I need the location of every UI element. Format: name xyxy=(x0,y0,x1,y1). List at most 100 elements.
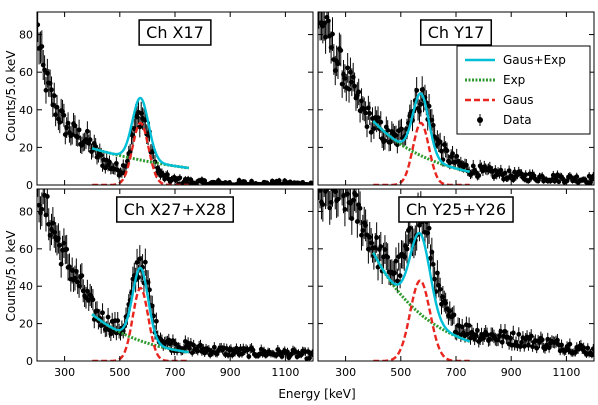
data-point xyxy=(344,177,349,182)
data-point xyxy=(345,65,351,71)
data-point xyxy=(444,148,450,154)
y-tick-label: 60 xyxy=(19,66,33,79)
data-point xyxy=(285,349,290,355)
data-point xyxy=(309,181,313,185)
x-tick-label: 300 xyxy=(335,366,356,379)
panels: 0 20 40 60 80 Ch X17 Ch Y17 Gaus+Exp Exp Gaus Data… xyxy=(19,11,595,379)
data-point xyxy=(39,44,45,49)
x-tick-label: 500 xyxy=(109,366,130,379)
panel-title-box xyxy=(398,196,514,223)
data-point xyxy=(320,202,326,207)
data-point xyxy=(100,310,105,316)
data-point xyxy=(346,86,352,92)
data-point xyxy=(269,178,275,184)
data-point xyxy=(37,22,41,28)
data-point xyxy=(476,173,482,178)
data-point xyxy=(94,308,100,314)
gaus-curve xyxy=(92,286,189,361)
x-tick-label: 1100 xyxy=(271,366,299,379)
data-point xyxy=(105,314,111,320)
data-point xyxy=(338,48,344,53)
y-tick-label: 20 xyxy=(19,318,33,331)
data-point xyxy=(498,329,504,334)
panel-2: Ch Y17 Gaus+Exp Exp Gaus Data xyxy=(317,11,595,186)
x-tick-label: 500 xyxy=(390,366,411,379)
data-point xyxy=(385,127,391,133)
gaus-curve xyxy=(373,121,470,185)
data-point xyxy=(41,184,46,189)
y-tick-label: 80 xyxy=(19,205,33,218)
data-point xyxy=(430,261,436,267)
legend-entry: Gaus+Exp xyxy=(503,53,566,67)
panel-title: Ch X17 xyxy=(146,23,204,42)
data-point xyxy=(404,246,410,252)
y-axis-label-top: Counts/5.0 keV xyxy=(4,50,18,142)
data-point xyxy=(337,179,342,184)
data-point xyxy=(115,318,121,324)
data-point xyxy=(574,174,580,180)
data-point xyxy=(506,168,512,174)
data-point xyxy=(198,342,203,348)
data-point xyxy=(134,260,140,265)
data-point xyxy=(393,258,399,264)
data-point xyxy=(49,87,54,93)
panel-title-box xyxy=(138,19,212,46)
y-tick-label: 80 xyxy=(19,29,33,42)
data-point xyxy=(147,287,152,293)
data-point xyxy=(338,179,343,184)
data-point xyxy=(76,127,82,133)
data-point xyxy=(382,138,388,143)
data-point xyxy=(51,93,57,99)
data-point xyxy=(516,331,522,337)
data-point xyxy=(450,151,455,157)
data-point xyxy=(202,178,208,184)
data-point xyxy=(378,244,384,249)
axis-labels: Energy [keV] Counts/5.0 keV Counts/5.0 k… xyxy=(4,50,356,401)
data-point xyxy=(474,328,480,333)
data-point xyxy=(43,87,49,93)
plot-area xyxy=(318,12,594,185)
data-point xyxy=(211,344,217,350)
data-point xyxy=(364,124,370,130)
data-point xyxy=(466,323,472,328)
x-tick-label: 700 xyxy=(446,366,467,379)
data-point xyxy=(79,273,85,279)
legend-swatch-data-point xyxy=(477,117,483,123)
data-point xyxy=(414,87,420,93)
y-tick-label: 20 xyxy=(19,141,33,154)
y-tick-label: 0 xyxy=(26,355,33,368)
panel-4: 300 500 700 900 1100 Ch Y25+Y26 xyxy=(317,177,595,379)
x-tick-label: 900 xyxy=(501,366,522,379)
data-point xyxy=(590,346,594,352)
data-point xyxy=(539,337,545,343)
data-point xyxy=(331,177,336,182)
gaus-exp-curve xyxy=(91,96,189,170)
data-point xyxy=(170,338,176,344)
data-point xyxy=(356,89,362,95)
data-point xyxy=(469,171,475,177)
y-tick-label: 40 xyxy=(19,280,33,293)
panel-3: 300 500 700 900 1100 0 20 40 60 80 Ch X27+X28 xyxy=(19,184,314,379)
data-point xyxy=(44,194,50,199)
data-point xyxy=(385,254,391,260)
data-point xyxy=(39,206,45,212)
data-point xyxy=(167,341,173,347)
data-point xyxy=(368,129,374,135)
legend: Gaus+Exp Exp Gaus Data xyxy=(456,45,591,135)
y-axis-label-bottom: Counts/5.0 keV xyxy=(4,230,18,322)
gaus-curve xyxy=(92,121,189,185)
data-point xyxy=(590,173,594,179)
plot-area xyxy=(37,184,313,361)
data-point xyxy=(437,139,443,145)
data-point xyxy=(567,341,573,347)
data-point xyxy=(61,112,67,118)
data-point xyxy=(113,160,119,166)
data-point xyxy=(502,170,508,176)
data-point xyxy=(177,175,183,181)
data-point xyxy=(510,330,516,336)
data-point xyxy=(510,177,516,183)
panel-title-box xyxy=(419,19,493,46)
gaus-curve xyxy=(373,279,470,361)
data-point xyxy=(246,354,252,359)
data-point xyxy=(437,286,443,292)
